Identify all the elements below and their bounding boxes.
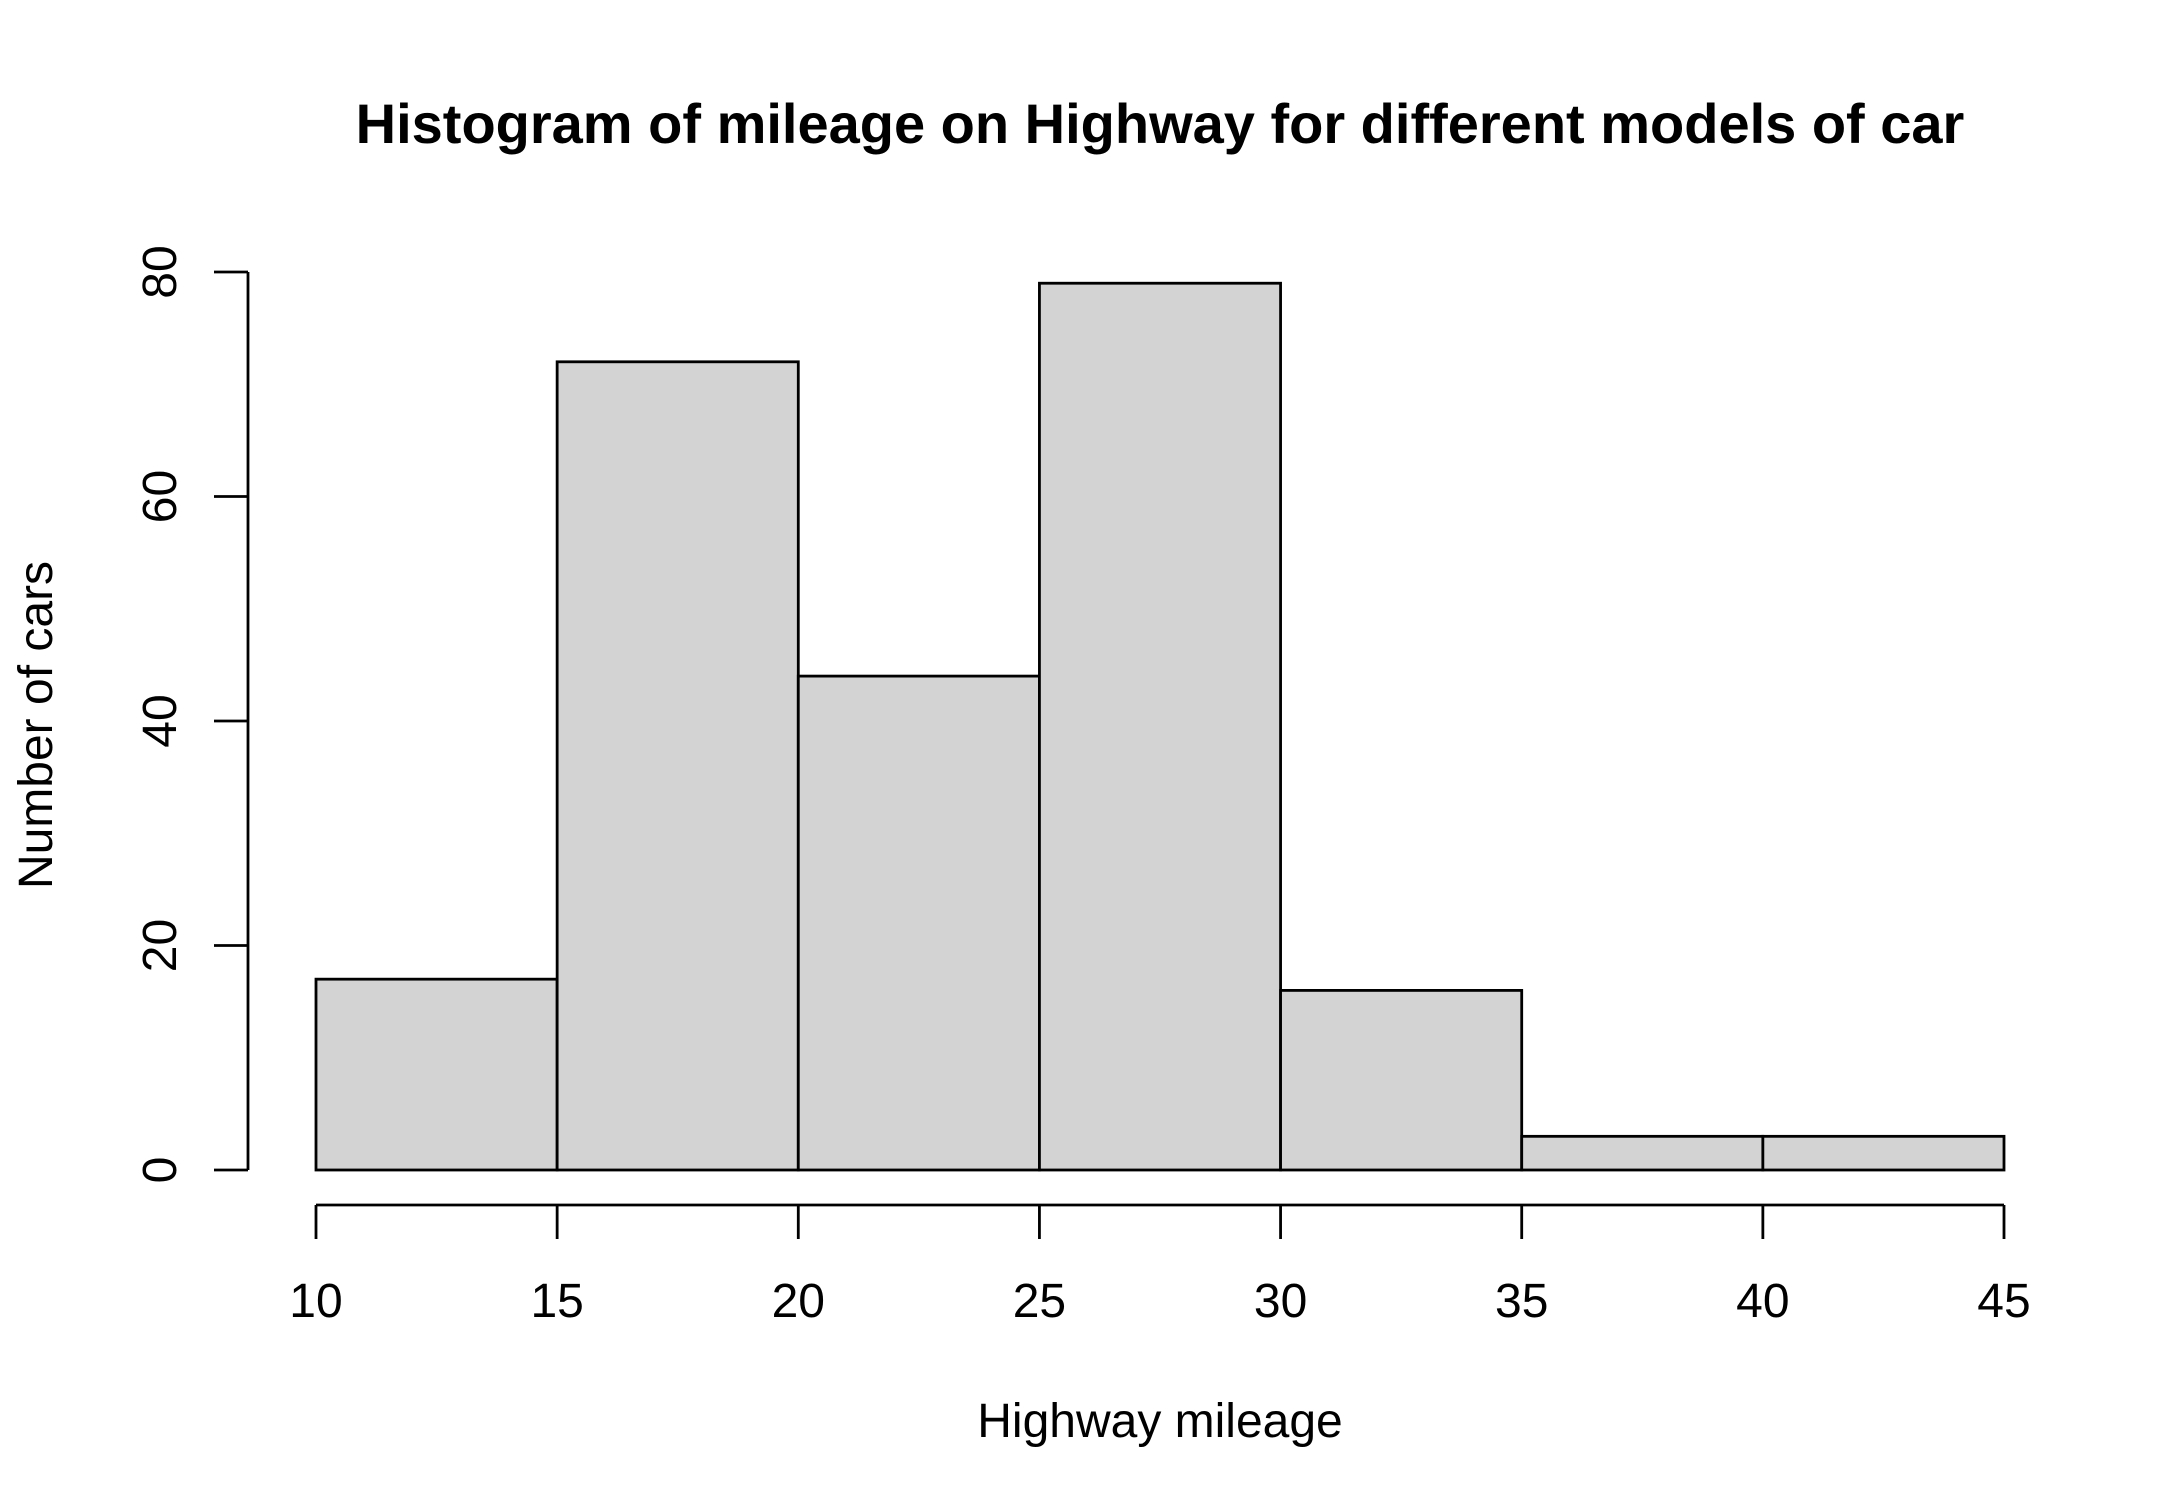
x-tick-label: 10 bbox=[289, 1275, 342, 1328]
chart-title: Histogram of mileage on Highway for diff… bbox=[356, 92, 1965, 155]
x-axis-title: Highway mileage bbox=[977, 1395, 1343, 1448]
x-tick-label: 20 bbox=[772, 1275, 825, 1328]
histogram-bar bbox=[796, 674, 1041, 1172]
y-tick-label: 0 bbox=[134, 1157, 187, 1184]
histogram-bar bbox=[1520, 1134, 1765, 1172]
x-tick-label: 15 bbox=[530, 1275, 583, 1328]
histogram-bars bbox=[314, 281, 2006, 1172]
y-axis-title: Number of cars bbox=[10, 561, 63, 889]
histogram-bar bbox=[314, 977, 559, 1172]
y-tick-label: 40 bbox=[134, 694, 187, 747]
y-tick-label: 60 bbox=[134, 470, 187, 523]
histogram-bar bbox=[1279, 989, 1524, 1172]
x-tick-label: 25 bbox=[1013, 1275, 1066, 1328]
histogram-bar bbox=[555, 360, 800, 1172]
x-tick-label: 35 bbox=[1495, 1275, 1548, 1328]
x-tick-label: 40 bbox=[1736, 1275, 1789, 1328]
y-tick-label: 80 bbox=[134, 245, 187, 298]
x-tick-label: 30 bbox=[1254, 1275, 1307, 1328]
y-axis: 0 20 40 60 80 bbox=[134, 245, 250, 1184]
x-tick-label: 45 bbox=[1977, 1275, 2030, 1328]
histogram-bar bbox=[1038, 281, 1282, 1172]
histogram-bar bbox=[1761, 1134, 2006, 1172]
y-tick-label: 20 bbox=[134, 919, 187, 972]
x-axis: 10 15 20 25 30 35 40 45 bbox=[289, 1203, 2031, 1328]
